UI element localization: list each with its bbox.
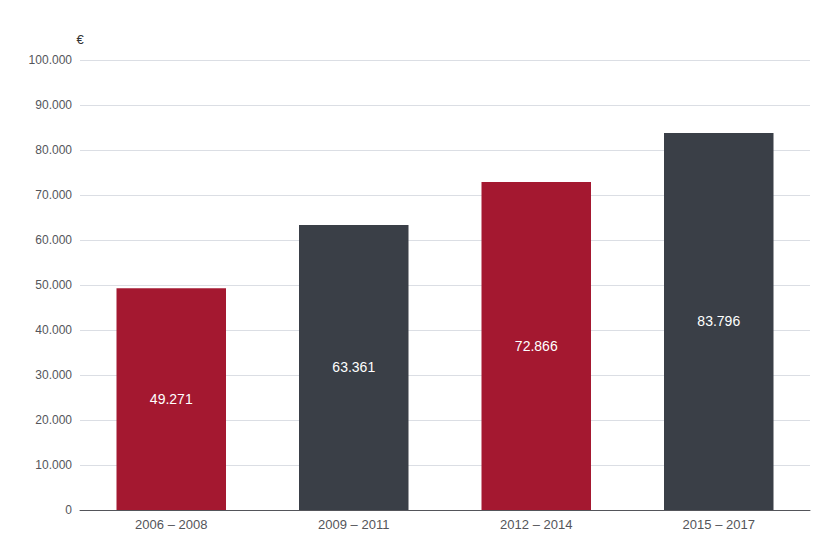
svg-text:40.000: 40.000 (35, 323, 72, 337)
svg-text:70.000: 70.000 (35, 188, 72, 202)
svg-text:83.796: 83.796 (697, 313, 740, 329)
svg-text:60.000: 60.000 (35, 233, 72, 247)
svg-text:80.000: 80.000 (35, 143, 72, 157)
svg-text:2015 – 2017: 2015 – 2017 (683, 517, 755, 532)
svg-text:0: 0 (65, 503, 72, 517)
svg-text:63.361: 63.361 (332, 359, 375, 375)
svg-text:10.000: 10.000 (35, 458, 72, 472)
svg-text:30.000: 30.000 (35, 368, 72, 382)
svg-text:72.866: 72.866 (515, 338, 558, 354)
svg-text:2012 – 2014: 2012 – 2014 (500, 517, 572, 532)
svg-text:49.271: 49.271 (150, 391, 193, 407)
svg-text:2009 – 2011: 2009 – 2011 (318, 517, 389, 532)
svg-text:90.000: 90.000 (35, 98, 72, 112)
svg-text:20.000: 20.000 (35, 413, 72, 427)
svg-text:100.000: 100.000 (29, 53, 73, 67)
svg-text:€: € (76, 32, 84, 47)
svg-text:2006 – 2008: 2006 – 2008 (135, 517, 207, 532)
svg-text:50.000: 50.000 (35, 278, 72, 292)
